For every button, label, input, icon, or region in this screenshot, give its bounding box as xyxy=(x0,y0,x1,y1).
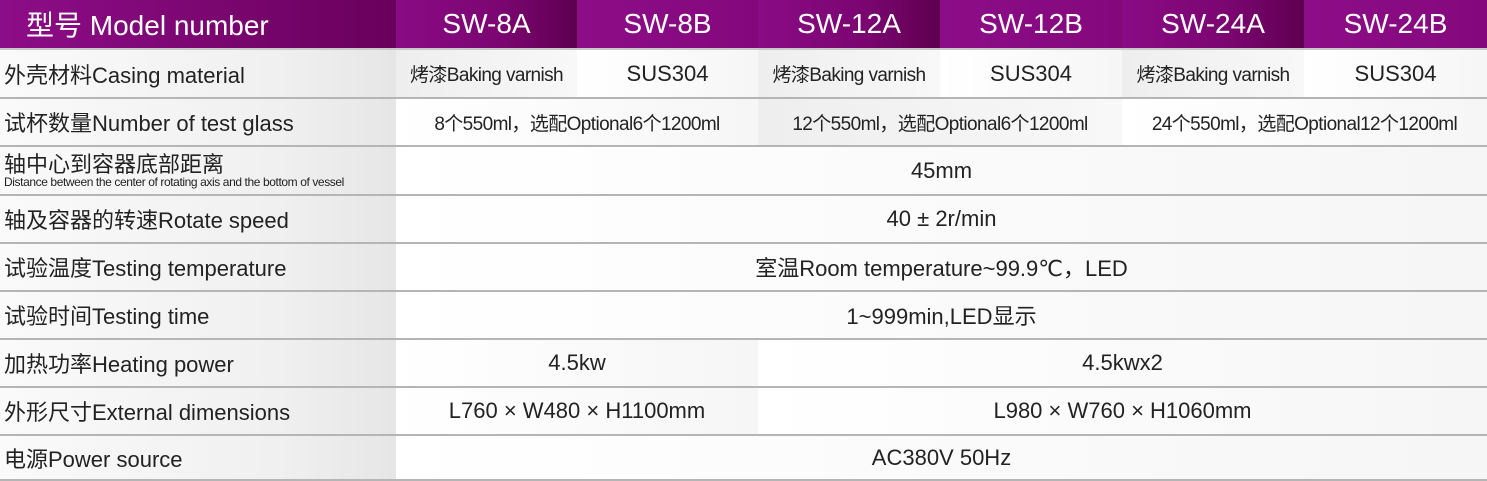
header-model: SW-8A xyxy=(396,0,577,50)
cell-glass: 8个550ml，选配Optional6个1200ml xyxy=(396,99,758,147)
header-model-number: 型号 Model number xyxy=(0,0,396,50)
cell-casing: SUS304 xyxy=(577,50,758,99)
header-model: SW-12B xyxy=(940,0,1122,50)
cell-distance: 45mm xyxy=(396,147,1487,196)
row-label-temperature: 试验温度Testing temperature xyxy=(0,244,396,292)
header-model: SW-24A xyxy=(1122,0,1304,50)
cell-glass: 24个550ml，选配Optional12个1200ml xyxy=(1122,99,1487,147)
row-label-distance: 轴中心到容器底部距离 Distance between the center o… xyxy=(0,147,396,196)
cell-time: 1~999min,LED显示 xyxy=(396,292,1487,340)
cell-power: 4.5kwx2 xyxy=(758,340,1487,388)
cell-dimensions: L980 × W760 × H1060mm xyxy=(758,388,1487,436)
distance-label-cn: 轴中心到容器底部距离 xyxy=(4,151,225,177)
cell-casing: 烤漆Baking varnish xyxy=(758,50,940,99)
row-label-casing: 外壳材料Casing material xyxy=(0,50,396,99)
header-model: SW-12A xyxy=(758,0,940,50)
row-label-time: 试验时间Testing time xyxy=(0,292,396,340)
cell-temperature: 室温Room temperature~99.9℃，LED xyxy=(396,244,1487,292)
row-label-dimensions: 外形尺寸External dimensions xyxy=(0,388,396,436)
cell-speed: 40 ± 2r/min xyxy=(396,196,1487,244)
distance-label-en: Distance between the center of rotating … xyxy=(4,174,344,189)
row-label-source: 电源Power source xyxy=(0,436,396,481)
cell-source: AC380V 50Hz xyxy=(396,436,1487,481)
cell-casing: SUS304 xyxy=(940,50,1122,99)
row-label-glass: 试杯数量Number of test glass xyxy=(0,99,396,147)
cell-power: 4.5kw xyxy=(396,340,758,388)
header-model: SW-8B xyxy=(577,0,758,50)
cell-glass: 12个550ml，选配Optional6个1200ml xyxy=(758,99,1122,147)
cell-casing: 烤漆Baking varnish xyxy=(1122,50,1304,99)
cell-casing: 烤漆Baking varnish xyxy=(396,50,577,99)
cell-dimensions: L760 × W480 × H1100mm xyxy=(396,388,758,436)
row-label-power: 加热功率Heating power xyxy=(0,340,396,388)
cell-casing: SUS304 xyxy=(1304,50,1487,99)
header-model: SW-24B xyxy=(1304,0,1487,50)
row-label-speed: 轴及容器的转速Rotate speed xyxy=(0,196,396,244)
